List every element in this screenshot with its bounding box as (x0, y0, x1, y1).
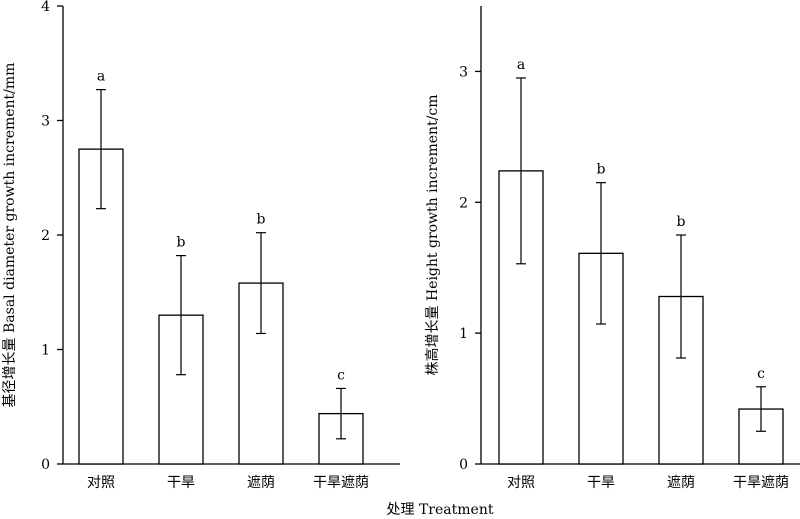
chart-panel-height: 0 1 2 3 株高增长量 Height growth increment/cm a 对照 b… (424, 6, 800, 491)
chart-panel-basal-diameter: 0 1 2 3 4 基径增长量 Basal diameter growth increme… (1, 0, 400, 491)
y-tick-label: 4 (41, 0, 50, 15)
y-tick-label: 3 (41, 114, 50, 130)
category-label: 干旱遮荫 (313, 475, 369, 491)
y-tick-label: 1 (41, 343, 50, 359)
y-tick-label: 2 (41, 228, 50, 244)
category-label: 遮荫 (247, 475, 275, 491)
category-label: 遮荫 (667, 475, 695, 491)
y-tick-label: 0 (41, 457, 50, 473)
significance-label: c (757, 366, 765, 382)
y-tick-label: 1 (459, 326, 468, 342)
y-axis-title: 基径增长量 Basal diameter growth increment/mm (1, 63, 18, 408)
category-label: 对照 (507, 475, 535, 491)
y-tick-label: 2 (459, 195, 468, 211)
significance-label: b (177, 235, 186, 251)
x-axis-title: 处理 Treatment (387, 502, 494, 518)
y-tick-label: 3 (459, 64, 468, 80)
category-label: 干旱遮荫 (733, 475, 789, 491)
y-axis-title: 株高增长量 Height growth increment/cm (424, 95, 441, 376)
category-label: 干旱 (167, 475, 195, 491)
significance-label: b (677, 214, 686, 230)
significance-label: b (597, 162, 606, 178)
y-tick-label: 0 (459, 457, 468, 473)
category-label: 干旱 (587, 475, 615, 491)
category-label: 对照 (87, 475, 115, 491)
significance-label: b (257, 212, 266, 228)
significance-label: a (517, 57, 525, 73)
significance-label: a (97, 69, 105, 85)
significance-label: c (337, 367, 345, 383)
